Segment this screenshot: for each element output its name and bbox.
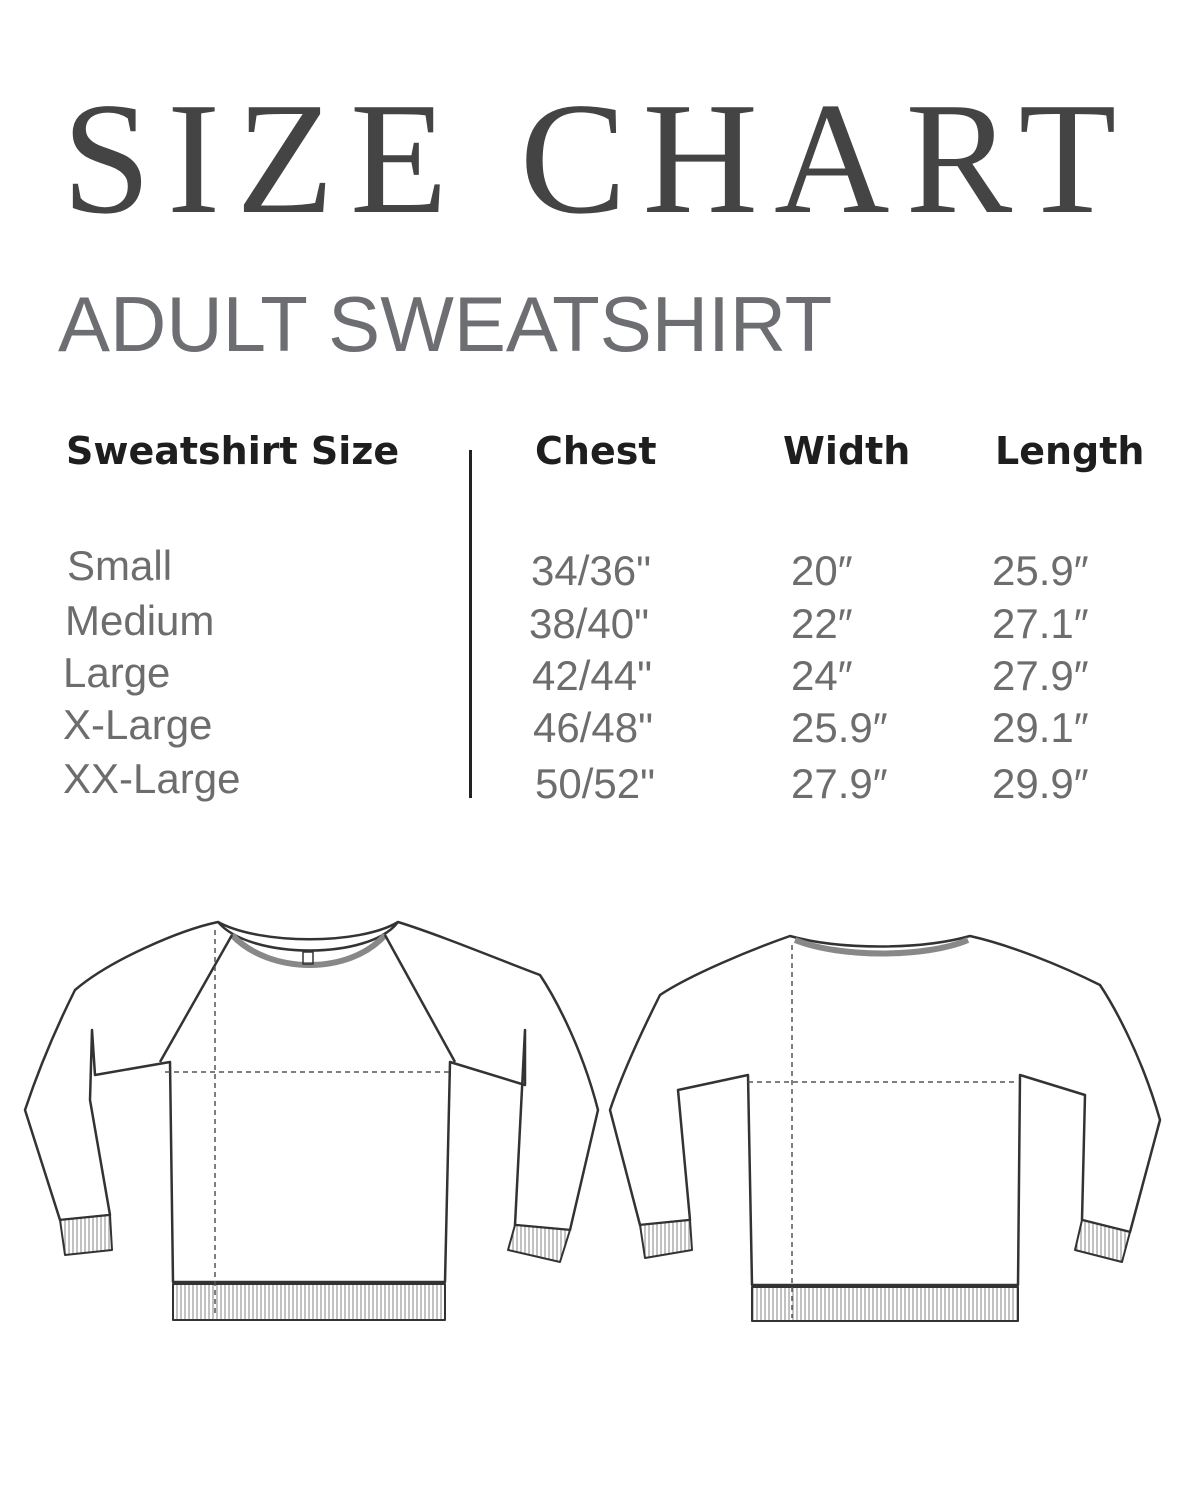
width-value: 25.9″ xyxy=(791,704,888,751)
header-size: Sweatshirt Size xyxy=(66,429,400,473)
page-title: SIZE CHART xyxy=(62,69,1133,247)
sweatshirt-illustrations xyxy=(23,920,1162,1322)
size-label: Small xyxy=(67,542,173,589)
chest-value: 34/36" xyxy=(531,547,652,594)
size-label: X-Large xyxy=(63,701,213,748)
chest-value: 46/48" xyxy=(533,704,654,751)
length-value: 29.9″ xyxy=(992,760,1089,807)
size-label: Large xyxy=(63,649,171,696)
header-length: Length xyxy=(995,429,1145,473)
length-value: 25.9″ xyxy=(992,547,1089,594)
sweatshirt-front-icon xyxy=(23,920,600,1321)
width-value: 24″ xyxy=(791,652,853,699)
chest-value: 50/52" xyxy=(535,760,656,807)
page-subtitle: ADULT SWEATSHIRT xyxy=(58,280,833,368)
size-label: Medium xyxy=(65,597,215,644)
length-value: 27.1″ xyxy=(992,600,1089,647)
header-width: Width xyxy=(783,429,911,473)
width-value: 20″ xyxy=(791,547,853,594)
column-divider xyxy=(469,450,472,798)
header-chest: Chest xyxy=(535,429,657,473)
chest-value: 42/44" xyxy=(532,652,653,699)
width-value: 27.9″ xyxy=(791,760,888,807)
chest-value: 38/40" xyxy=(529,600,650,647)
size-label: XX-Large xyxy=(63,755,241,802)
length-value: 29.1″ xyxy=(992,704,1089,751)
length-value: 27.9″ xyxy=(992,652,1089,699)
width-value: 22″ xyxy=(791,600,853,647)
sweatshirt-back-icon xyxy=(608,934,1162,1322)
